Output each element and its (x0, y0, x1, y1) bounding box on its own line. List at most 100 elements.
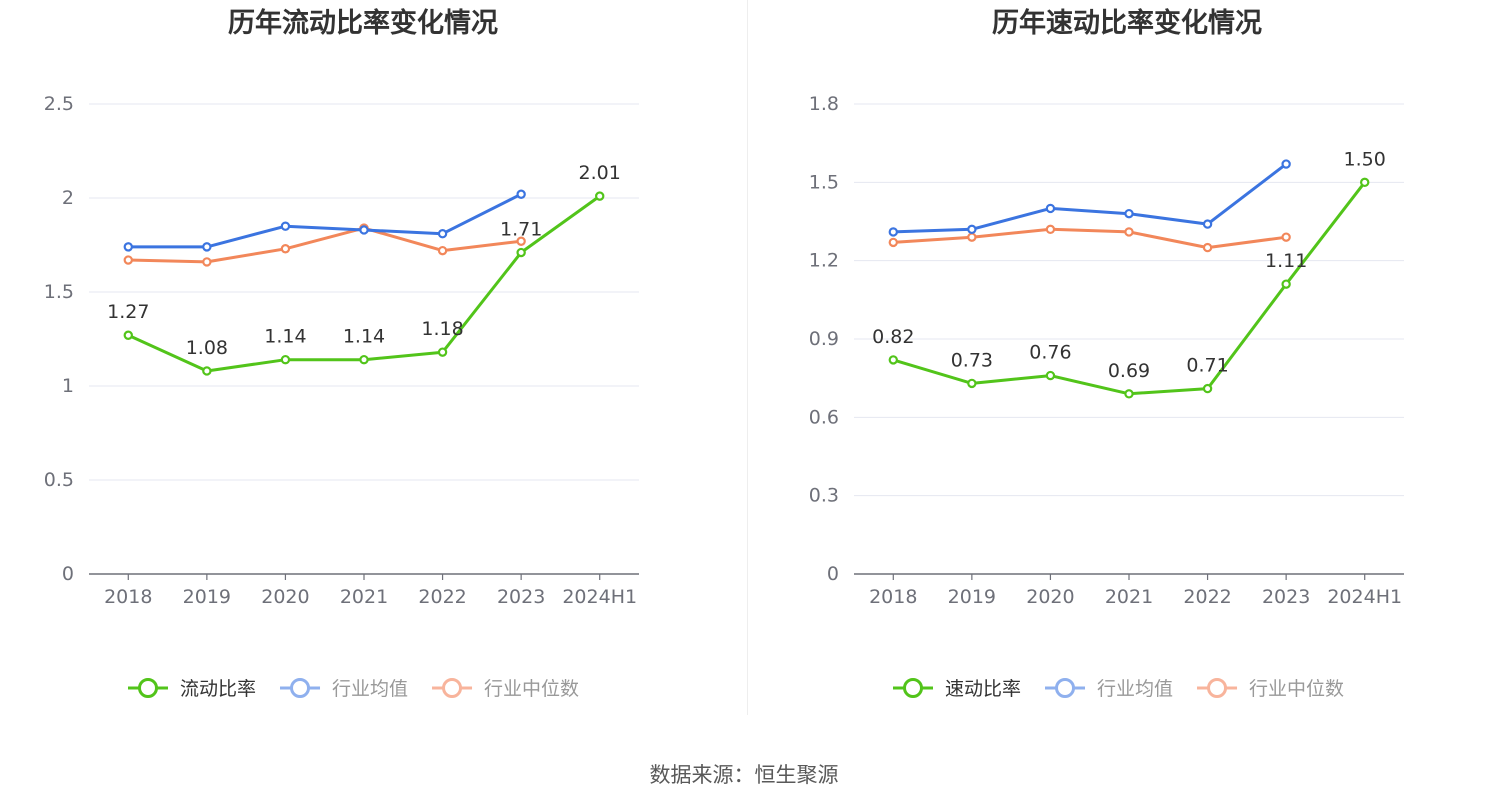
legend-item-main: 流动比率 (128, 678, 256, 700)
legend-label: 行业中位数 (1249, 678, 1344, 700)
y-tick-label: 1.5 (44, 281, 74, 303)
x-tick-label: 2024H1 (1327, 586, 1402, 608)
x-tick-label: 2023 (497, 586, 545, 608)
data-point-industry-average (888, 227, 898, 237)
legend-item-industry-average: 行业均值 (280, 678, 408, 700)
series-line-industry-median (893, 227, 1287, 250)
data-point-industry-median (967, 232, 977, 242)
data-point-main (1281, 279, 1291, 289)
y-tick-label: 1.2 (809, 250, 839, 272)
data-point-industry-average (1045, 203, 1056, 214)
legend-marker (138, 678, 158, 698)
x-tick-label: 2021 (340, 586, 388, 608)
legend-marker (1055, 678, 1076, 698)
x-tick-label: 2018 (104, 586, 152, 608)
y-tick-label: 1.8 (809, 93, 839, 115)
legend-label: 行业中位数 (484, 678, 579, 700)
x-tick-label: 2021 (1105, 586, 1153, 608)
data-label: 0.69 (1108, 360, 1150, 382)
data-point-main (437, 347, 448, 357)
legend-marker (290, 678, 311, 698)
data-point-industry-average (967, 224, 977, 235)
data-point-industry-median (1124, 227, 1134, 237)
data-point-industry-average (202, 242, 212, 252)
series-line-industry-average (893, 162, 1288, 234)
quick-ratio-chart: 历年速动比率变化情况 0 0.3 0.6 0.9 1.2 1.5 1.8 2018 2019 202… (809, 7, 1404, 700)
data-label: 0.76 (1029, 342, 1071, 364)
data-point-main (1045, 370, 1056, 381)
legend-item-main: 速动比率 (893, 678, 1021, 700)
y-tick-label: 0.5 (44, 469, 74, 491)
x-tick-label: 2024H1 (562, 586, 637, 608)
y-tick-label: 1 (62, 375, 74, 397)
data-point-industry-average (1124, 208, 1134, 219)
y-tick-label: 0 (827, 563, 839, 585)
data-point-main (967, 378, 977, 389)
data-point-main (359, 354, 369, 365)
data-point-industry-median (1281, 232, 1291, 242)
data-point-industry-median (280, 244, 291, 254)
data-point-industry-median (1202, 242, 1213, 253)
x-tick-label: 2019 (183, 586, 231, 608)
data-point-industry-average (123, 242, 133, 252)
data-point-main (1124, 389, 1134, 399)
data-point-industry-median (1045, 224, 1056, 235)
data-point-industry-median (123, 255, 133, 265)
data-label: 1.71 (500, 219, 542, 241)
data-label: 0.71 (1186, 355, 1228, 377)
x-tick-label: 2020 (1026, 586, 1074, 608)
data-label: 1.14 (264, 326, 306, 348)
data-point-industry-median (437, 245, 448, 256)
data-label: 0.82 (872, 326, 914, 348)
data-point-main (516, 247, 526, 258)
x-tick-label: 2022 (1183, 586, 1231, 608)
series-line-industry-average (128, 192, 522, 249)
data-point-main (888, 355, 898, 365)
chart-title: 历年流动比率变化情况 (228, 7, 498, 39)
y-tick-label: 0 (62, 563, 74, 585)
legend-item-industry-median: 行业中位数 (432, 678, 579, 700)
x-tick-label: 2022 (418, 586, 466, 608)
data-point-industry-average (1202, 219, 1213, 229)
data-source: 数据来源：恒生聚源 (650, 763, 839, 787)
data-point-industry-average (1281, 159, 1291, 169)
x-tick-label: 2018 (869, 586, 917, 608)
data-point-industry-average (516, 189, 526, 199)
y-tick-label: 0.3 (809, 485, 839, 507)
data-point-industry-median (516, 236, 526, 246)
data-point-main (123, 330, 133, 340)
data-point-main (1202, 383, 1213, 394)
data-point-industry-median (888, 237, 898, 248)
data-label: 1.14 (343, 326, 385, 348)
legend-label: 行业均值 (332, 678, 408, 700)
data-label: 1.27 (107, 301, 149, 323)
data-label: 2.01 (579, 162, 621, 184)
data-point-industry-median (202, 257, 212, 267)
data-point-main (202, 366, 212, 376)
legend-item-industry-average: 行业均值 (1045, 678, 1173, 700)
chart-title: 历年速动比率变化情况 (992, 7, 1262, 39)
data-label: 1.08 (186, 337, 228, 359)
y-tick-label: 2 (62, 187, 74, 209)
data-point-industry-average (280, 221, 291, 231)
data-point-main (1360, 177, 1370, 188)
x-tick-label: 2020 (261, 586, 309, 608)
legend-marker (903, 678, 923, 698)
y-tick-label: 2.5 (44, 93, 74, 115)
legend-label: 速动比率 (945, 678, 1021, 700)
legend-label: 流动比率 (180, 678, 256, 700)
current-ratio-chart: 历年流动比率变化情况 0 0.5 1 1.5 2 2.5 2018 2019 2020 2021 20… (44, 7, 639, 700)
legend-label: 行业均值 (1097, 678, 1173, 700)
legend-marker (442, 678, 463, 698)
data-label: 1.11 (1265, 250, 1307, 272)
x-tick-label: 2019 (948, 586, 996, 608)
data-point-industry-average (437, 229, 448, 239)
data-label: 1.18 (421, 318, 463, 340)
x-tick-label: 2023 (1262, 586, 1310, 608)
data-point-main (595, 191, 605, 201)
legend-marker (1207, 678, 1228, 698)
y-tick-label: 1.5 (809, 171, 839, 193)
data-label: 1.50 (1344, 148, 1386, 170)
data-point-industry-average (359, 225, 369, 235)
y-tick-label: 0.9 (809, 328, 839, 350)
